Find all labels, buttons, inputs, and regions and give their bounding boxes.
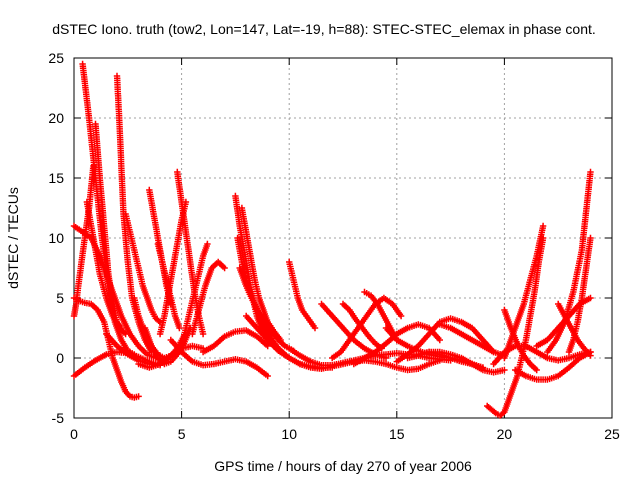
data-series — [70, 294, 142, 401]
data-series — [167, 336, 271, 380]
data-series — [135, 342, 207, 371]
data-points — [70, 60, 594, 419]
series-19-points — [167, 336, 271, 380]
y-tick-label: 5 — [56, 290, 64, 306]
series-17-points — [156, 198, 190, 338]
x-tick-label: 25 — [604, 426, 620, 442]
data-series — [236, 264, 297, 354]
data-series — [339, 300, 385, 352]
data-series — [512, 348, 594, 383]
data-series — [286, 258, 319, 332]
data-series — [404, 348, 487, 371]
data-series — [199, 327, 271, 356]
y-tick-label: -5 — [52, 410, 65, 426]
data-series — [436, 321, 508, 359]
data-series — [122, 210, 164, 326]
axis-tick-labels: 0 5 10 15 20 25 -5 0 5 10 15 20 25 — [48, 50, 620, 442]
series-30-points — [318, 300, 390, 362]
x-axis-label: GPS time / hours of day 270 of year 2006 — [214, 458, 472, 474]
series-5-points — [70, 222, 159, 362]
series-39-points — [404, 348, 487, 371]
x-tick-label: 15 — [389, 426, 405, 442]
x-tick-label: 20 — [497, 426, 513, 442]
data-series — [178, 240, 211, 350]
y-tick-label: 15 — [48, 170, 64, 186]
series-9-points — [122, 210, 164, 326]
data-series — [189, 258, 228, 338]
data-series — [318, 300, 390, 362]
series-27-points — [286, 258, 319, 332]
data-series — [565, 234, 594, 356]
series-32-points — [339, 300, 385, 352]
series-48-points — [565, 234, 594, 356]
y-axis-label: dSTEC / TECUs — [5, 187, 21, 289]
data-series — [70, 222, 159, 362]
series-42-points — [490, 342, 594, 368]
series-43-points — [501, 306, 540, 374]
chart-title: dSTEC Iono. truth (tow2, Lon=147, Lat=-1… — [52, 21, 596, 37]
y-tick-label: 25 — [48, 50, 64, 66]
data-series — [501, 306, 540, 374]
series-21-points — [199, 327, 271, 356]
y-tick-label: 10 — [48, 230, 64, 246]
series-18-points — [178, 240, 211, 350]
series-14-points — [135, 342, 207, 371]
series-20-points — [189, 258, 228, 338]
data-series — [490, 342, 594, 368]
series-44-points — [512, 348, 594, 383]
data-series — [156, 198, 190, 338]
series-38-points — [436, 321, 508, 359]
x-tick-label: 10 — [281, 426, 297, 442]
x-tick-label: 0 — [70, 426, 78, 442]
x-tick-label: 5 — [178, 426, 186, 442]
y-tick-label: 0 — [56, 350, 64, 366]
series-25-points — [236, 264, 297, 354]
y-tick-label: 20 — [48, 110, 64, 126]
series-6-points — [70, 294, 142, 401]
